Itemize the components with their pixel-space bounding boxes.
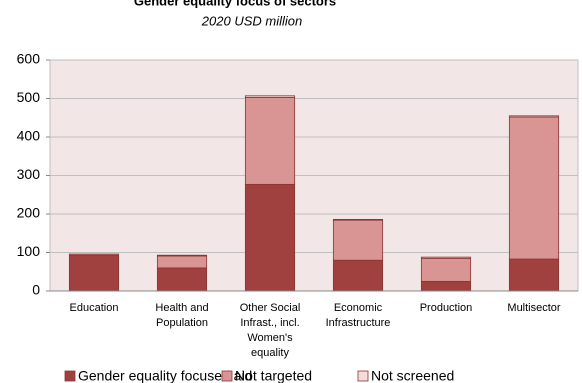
x-tick-label: Health and Population [155,302,209,329]
bar-segment [156,267,208,292]
bar-segment [156,255,208,269]
bar-segment [332,259,384,292]
legend-label: Not screened [371,368,454,383]
legend-label: Gender equality focused aid [78,368,252,383]
bar-segment [332,219,384,261]
bar-segment [420,280,472,292]
y-tick-label: 600 [17,51,41,67]
bar-segment [332,218,384,221]
legend-swatch [357,370,369,382]
x-tick-label: Education [69,302,119,314]
bar-segment [508,116,560,260]
x-tick-label: Economic Infrastructure [325,302,391,329]
legend-swatch [64,370,76,382]
legend-label: Not targeted [235,368,312,383]
legend-swatch [221,370,233,382]
y-tick-label: 100 [17,243,41,259]
x-tick-label: Multisector [507,302,561,314]
bar-segment [68,254,120,292]
y-tick-label: 0 [32,282,40,298]
y-tick-label: 300 [17,166,41,182]
x-tick-label: Production [419,302,473,314]
bar-segment [508,258,560,292]
bar-segment [244,96,296,185]
chart-subtitle: 2020 USD million [201,13,302,28]
bar-segment [156,254,208,257]
bar-segment [244,95,296,98]
x-tick-label: Other Social Infrast., incl. Women's equ… [239,302,301,359]
bar-segment [244,183,296,292]
y-tick-label: 400 [17,128,41,144]
y-tick-label: 500 [17,89,41,105]
bar-segment [420,257,472,282]
chart-title: Gender equality focus of sectors [134,0,336,8]
y-tick-label: 200 [17,205,41,221]
bar-segment [508,115,560,118]
bar-segment [68,253,120,256]
bar-segment [420,256,472,259]
